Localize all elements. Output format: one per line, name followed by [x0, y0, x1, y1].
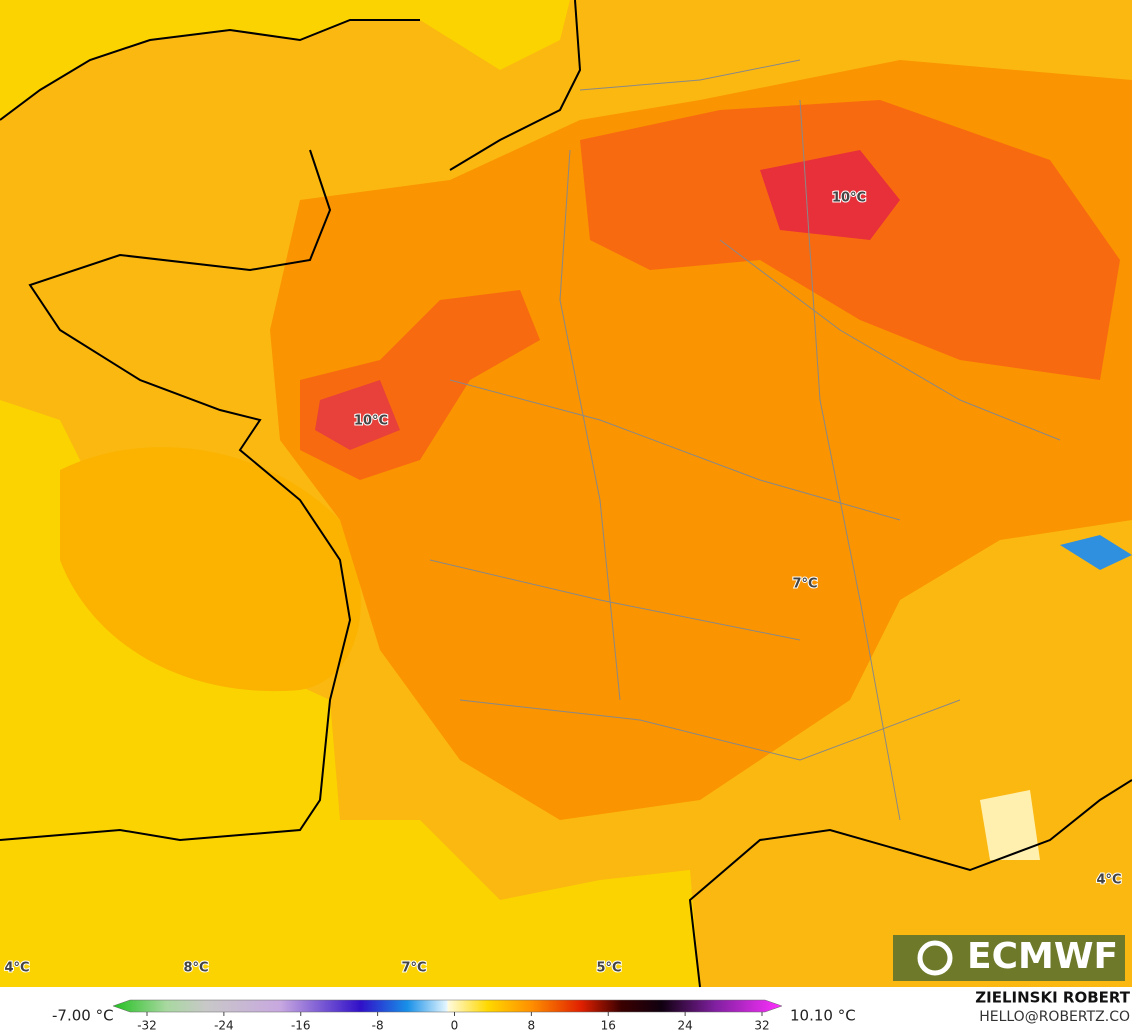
tick-label: -16 [291, 1019, 311, 1033]
temperature-label: 4°C [4, 961, 29, 976]
temperature-label: 10°C [354, 414, 388, 429]
tick-label: 32 [754, 1019, 769, 1033]
tick-label: -32 [137, 1019, 157, 1033]
northeast-red [580, 100, 1120, 380]
tick-label: -8 [372, 1019, 384, 1033]
temperature-label: 4°C [1096, 873, 1121, 888]
temperature-label: 5°C [596, 961, 621, 976]
map [0, 0, 1132, 988]
colorbar [112, 999, 783, 1013]
colorbar-max: 10.10 °C [790, 1007, 856, 1025]
logo: ECMWF [967, 936, 1118, 977]
cool-patch [980, 790, 1040, 860]
tick-label: 8 [528, 1019, 536, 1033]
colorbar-ticks: -32 -24 -16 -8 0 8 16 24 32 [137, 1012, 770, 1033]
tick-label: 16 [601, 1019, 616, 1033]
credit-email: HELLO@ROBERTZ.CO [979, 1009, 1130, 1025]
colorbar-min: -7.00 °C [52, 1007, 114, 1025]
tick-label: 24 [677, 1019, 692, 1033]
tick-label: 0 [451, 1019, 459, 1033]
tick-label: -24 [214, 1019, 234, 1033]
ocean-warm [60, 447, 361, 692]
coastline [0, 0, 1132, 988]
temperature-label: 8°C [183, 961, 208, 976]
credit-name: ZIELINSKI ROBERT [975, 989, 1130, 1007]
logo-icon [917, 940, 953, 976]
temperature-label: 7°C [792, 577, 817, 592]
alps-cold [1060, 535, 1132, 570]
hotspot [760, 150, 900, 240]
temperature-label: 10°C [832, 191, 866, 206]
temperature-label: 7°C [401, 961, 426, 976]
hotspot [315, 380, 400, 450]
map-labels: 10°C 10°C 7°C 4°C 4°C 8°C 7°C 5°C [3, 190, 1122, 977]
borders [429, 59, 1061, 821]
